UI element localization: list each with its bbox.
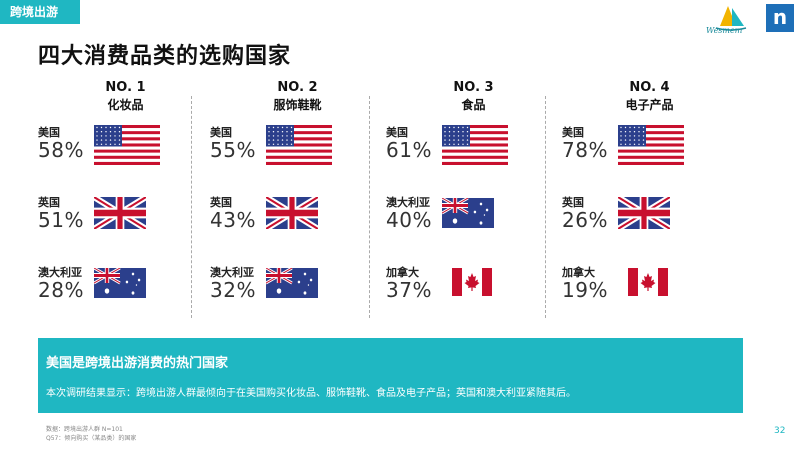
country-percentage: 19% [562,278,608,302]
column-divider [545,96,546,318]
category-rank: NO. 4 [629,80,670,95]
country-percentage: 58% [38,138,84,162]
country-flag [442,125,508,169]
summary-text: 本次调研结果显示：跨境出游人群最倾向于在美国购买化妆品、服饰鞋靴、食品及电子产品… [46,388,576,399]
country-name: 英国 [562,196,584,209]
page-number: 32 [774,426,786,436]
country-percentage: 55% [210,138,256,162]
country-name: 英国 [210,196,232,209]
country-flag [442,198,494,232]
category-header: NO. 4 电子产品 [562,80,737,113]
column-divider [191,96,192,318]
uk-flag-icon [266,197,318,232]
country-name: 澳大利亚 [38,266,82,279]
country-percentage: 37% [386,278,432,302]
summary-banner: 美国是跨境出游消费的热门国家 本次调研结果显示：跨境出游人群最倾向于在美国购买化… [38,338,743,413]
country-flag [94,197,146,233]
n-logo: n [766,4,794,32]
australia-flag-icon [442,198,494,228]
country-flag [266,125,332,169]
country-percentage: 51% [38,208,84,232]
source-note: 数据：跨境出游人群 N=101 [46,426,123,433]
category-rank: NO. 1 [105,80,146,95]
wesmem-logo [715,6,747,31]
category-name: 电子产品 [625,98,674,112]
country-row: 美国 58% [38,120,213,182]
brand-wordmark: Wesmem [706,26,743,35]
canada-flag-icon [452,268,492,296]
country-row: 澳大利亚 32% [210,260,385,322]
country-flag [94,268,146,302]
country-row: 澳大利亚 40% [386,190,561,252]
category-rank: NO. 3 [453,80,494,95]
country-name: 美国 [386,126,408,139]
category-name: 食品 [461,98,486,112]
section-tag: 跨境出游 [0,0,80,24]
uk-flag-icon [94,197,146,232]
category-name: 化妆品 [107,98,144,112]
category-rank: NO. 2 [277,80,318,95]
country-percentage: 61% [386,138,432,162]
category-header: NO. 2 服饰鞋靴 [210,80,385,113]
country-row: 澳大利亚 28% [38,260,213,322]
country-name: 美国 [38,126,60,139]
country-flag [618,125,684,169]
us-flag-icon [442,125,508,166]
country-row: 英国 26% [562,190,737,252]
country-percentage: 28% [38,278,84,302]
country-name: 美国 [562,126,584,139]
category-header: NO. 3 食品 [386,80,561,113]
country-flag [266,268,318,302]
country-row: 英国 51% [38,190,213,252]
category-column: NO. 1 化妆品美国 58% 英国 51% 澳大利亚 28% [38,80,213,320]
country-name: 加拿大 [386,266,419,279]
country-percentage: 26% [562,208,608,232]
country-percentage: 40% [386,208,432,232]
country-flag [94,125,160,169]
column-divider [369,96,370,318]
canada-flag-icon [628,268,668,296]
country-percentage: 78% [562,138,608,162]
country-row: 美国 55% [210,120,385,182]
category-header: NO. 1 化妆品 [38,80,213,113]
question-note: Q57：倾向购买（某品类）的国家 [46,435,137,442]
country-name: 加拿大 [562,266,595,279]
summary-title: 美国是跨境出游消费的热门国家 [46,356,229,371]
category-name: 服饰鞋靴 [273,98,322,112]
country-name: 澳大利亚 [386,196,430,209]
country-name: 英国 [38,196,60,209]
category-column: NO. 4 电子产品美国 78% 英国 26% 加拿大 19% [562,80,737,320]
country-row: 加拿大 37% [386,260,561,322]
country-row: 美国 78% [562,120,737,182]
country-flag [618,197,670,233]
country-percentage: 32% [210,278,256,302]
uk-flag-icon [618,197,670,232]
australia-flag-icon [266,268,318,298]
country-row: 加拿大 19% [562,260,737,322]
country-percentage: 43% [210,208,256,232]
australia-flag-icon [94,268,146,298]
us-flag-icon [266,125,332,166]
country-flag [266,197,318,233]
country-row: 英国 43% [210,190,385,252]
country-flag [628,268,668,300]
us-flag-icon [618,125,684,166]
category-column: NO. 2 服饰鞋靴美国 55% 英国 43% 澳大利亚 32% [210,80,385,320]
country-flag [452,268,492,300]
country-name: 美国 [210,126,232,139]
page-title: 四大消费品类的选购国家 [38,44,292,69]
country-row: 美国 61% [386,120,561,182]
category-column: NO. 3 食品美国 61% 澳大利亚 40% 加拿大 37% [386,80,561,320]
us-flag-icon [94,125,160,166]
country-name: 澳大利亚 [210,266,254,279]
